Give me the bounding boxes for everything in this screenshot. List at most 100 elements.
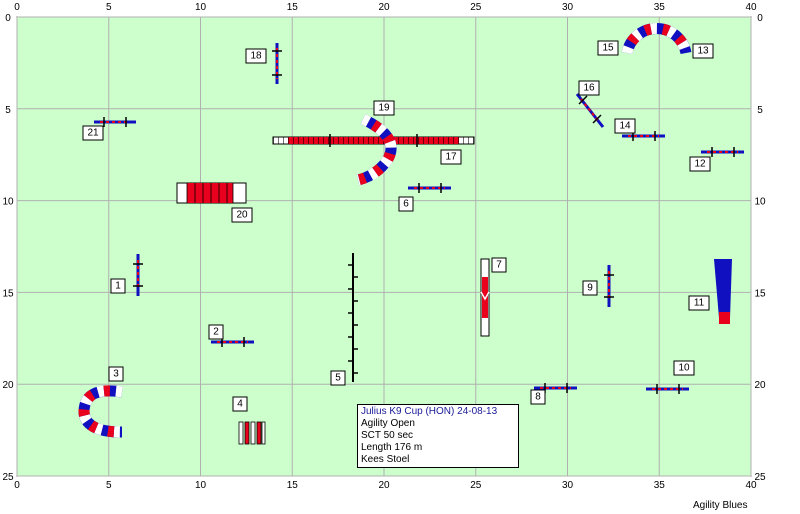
number-box-3: 3 bbox=[108, 366, 124, 382]
svg-text:19: 19 bbox=[378, 103, 390, 114]
brand-label: Agility Blues bbox=[693, 500, 748, 511]
y-tick-right: 20 bbox=[754, 380, 766, 391]
x-tick-top: 0 bbox=[14, 2, 20, 13]
svg-text:20: 20 bbox=[236, 210, 248, 221]
x-tick-top: 25 bbox=[470, 2, 482, 13]
x-tick-bottom: 15 bbox=[287, 480, 299, 491]
course-length: Length 176 m bbox=[361, 442, 423, 453]
obstacle-14-jump[interactable] bbox=[622, 131, 665, 141]
y-tick-left: 15 bbox=[2, 288, 14, 299]
number-box-11: 11 bbox=[688, 295, 710, 311]
y-tick-left: 5 bbox=[5, 105, 11, 116]
class-name: Agility Open bbox=[361, 418, 415, 429]
number-box-7: 7 bbox=[491, 257, 507, 273]
number-box-14: 14 bbox=[614, 118, 636, 134]
x-tick-bottom: 10 bbox=[195, 480, 207, 491]
obstacle-10-jump[interactable] bbox=[646, 384, 689, 394]
number-labels: 1 2 3 4 5 6 7 8 9 10 11 12 13 14 15 16 1… bbox=[82, 40, 714, 412]
obstacle-4-tire[interactable] bbox=[238, 421, 266, 445]
x-tick-bottom: 20 bbox=[378, 480, 390, 491]
event-title: Julius K9 Cup (HON) 24-08-13 bbox=[361, 406, 498, 417]
number-box-12: 12 bbox=[689, 156, 711, 172]
svg-text:9: 9 bbox=[587, 283, 593, 294]
obstacle-13-15-tunnel[interactable] bbox=[621, 23, 692, 55]
obstacle-3-tunnel[interactable] bbox=[78, 385, 123, 438]
svg-text:8: 8 bbox=[535, 392, 541, 403]
judge-name: Kees Stoel bbox=[361, 454, 410, 465]
obstacle-2-jump[interactable] bbox=[211, 337, 254, 347]
number-box-6: 6 bbox=[398, 196, 414, 212]
number-box-20: 20 bbox=[231, 207, 253, 223]
number-box-16: 16 bbox=[578, 80, 600, 96]
obstacle-21-jump[interactable] bbox=[94, 117, 136, 127]
obstacle-6-jump[interactable] bbox=[408, 183, 451, 193]
x-tick-top: 40 bbox=[745, 2, 757, 13]
obstacle-5-weave-poles[interactable] bbox=[348, 253, 358, 382]
x-tick-bottom: 5 bbox=[106, 480, 112, 491]
x-tick-top: 30 bbox=[562, 2, 574, 13]
obstacle-12-jump[interactable] bbox=[701, 147, 744, 157]
obstacle-7-a-frame[interactable] bbox=[480, 258, 490, 337]
number-box-17: 17 bbox=[440, 149, 462, 165]
number-box-5: 5 bbox=[330, 370, 346, 386]
svg-text:2: 2 bbox=[213, 327, 219, 338]
y-tick-left: 0 bbox=[5, 13, 11, 24]
svg-text:1: 1 bbox=[115, 281, 121, 292]
x-tick-top: 35 bbox=[654, 2, 666, 13]
x-tick-top: 10 bbox=[195, 2, 207, 13]
obstacle-16-jump[interactable] bbox=[575, 93, 605, 128]
y-tick-right: 10 bbox=[754, 197, 766, 208]
svg-text:3: 3 bbox=[113, 369, 119, 380]
x-tick-bottom: 35 bbox=[654, 480, 666, 491]
x-tick-bottom: 40 bbox=[745, 480, 757, 491]
obstacle-17-dog-walk[interactable] bbox=[272, 134, 475, 147]
number-box-13: 13 bbox=[692, 43, 714, 59]
svg-text:14: 14 bbox=[619, 121, 631, 132]
y-tick-right: 15 bbox=[754, 288, 766, 299]
x-tick-top: 15 bbox=[287, 2, 299, 13]
y-tick-right: 25 bbox=[754, 472, 766, 483]
svg-text:18: 18 bbox=[250, 51, 262, 62]
obstacle-20-chute[interactable] bbox=[176, 182, 247, 204]
obstacle-19-tunnel[interactable] bbox=[356, 114, 397, 186]
y-tick-left: 10 bbox=[2, 197, 14, 208]
number-box-19: 19 bbox=[373, 100, 395, 116]
number-box-2: 2 bbox=[208, 324, 224, 340]
obstacles bbox=[78, 23, 744, 445]
number-box-8: 8 bbox=[530, 389, 546, 405]
number-box-9: 9 bbox=[582, 280, 598, 296]
standard-course-time: SCT 50 sec bbox=[361, 430, 414, 441]
obstacle-9-jump[interactable] bbox=[604, 265, 614, 307]
x-tick-top: 5 bbox=[106, 2, 112, 13]
obstacle-11-table[interactable] bbox=[714, 259, 732, 324]
svg-text:10: 10 bbox=[678, 363, 690, 374]
svg-text:5: 5 bbox=[335, 373, 341, 384]
svg-text:11: 11 bbox=[694, 298, 705, 309]
svg-text:17: 17 bbox=[445, 152, 457, 163]
obstacle-1-jump[interactable] bbox=[133, 254, 143, 296]
number-box-10: 10 bbox=[673, 360, 695, 376]
number-box-4: 4 bbox=[232, 396, 248, 412]
svg-text:21: 21 bbox=[87, 128, 99, 139]
x-tick-bottom: 0 bbox=[14, 480, 20, 491]
x-tick-bottom: 30 bbox=[562, 480, 574, 491]
svg-text:12: 12 bbox=[694, 159, 706, 170]
svg-text:13: 13 bbox=[697, 46, 709, 57]
svg-text:15: 15 bbox=[602, 43, 614, 54]
x-tick-bottom: 25 bbox=[470, 480, 482, 491]
number-box-1: 1 bbox=[110, 278, 126, 294]
number-box-15: 15 bbox=[597, 40, 619, 56]
number-box-21: 21 bbox=[82, 125, 104, 141]
obstacle-18-jump[interactable] bbox=[272, 43, 282, 84]
y-tick-left: 25 bbox=[2, 472, 14, 483]
y-tick-left: 20 bbox=[2, 380, 14, 391]
y-tick-right: 5 bbox=[757, 105, 763, 116]
x-tick-top: 20 bbox=[378, 2, 390, 13]
svg-text:7: 7 bbox=[496, 260, 502, 271]
svg-text:4: 4 bbox=[237, 399, 243, 410]
svg-text:6: 6 bbox=[403, 199, 409, 210]
svg-text:16: 16 bbox=[583, 83, 595, 94]
y-tick-right: 0 bbox=[757, 13, 763, 24]
